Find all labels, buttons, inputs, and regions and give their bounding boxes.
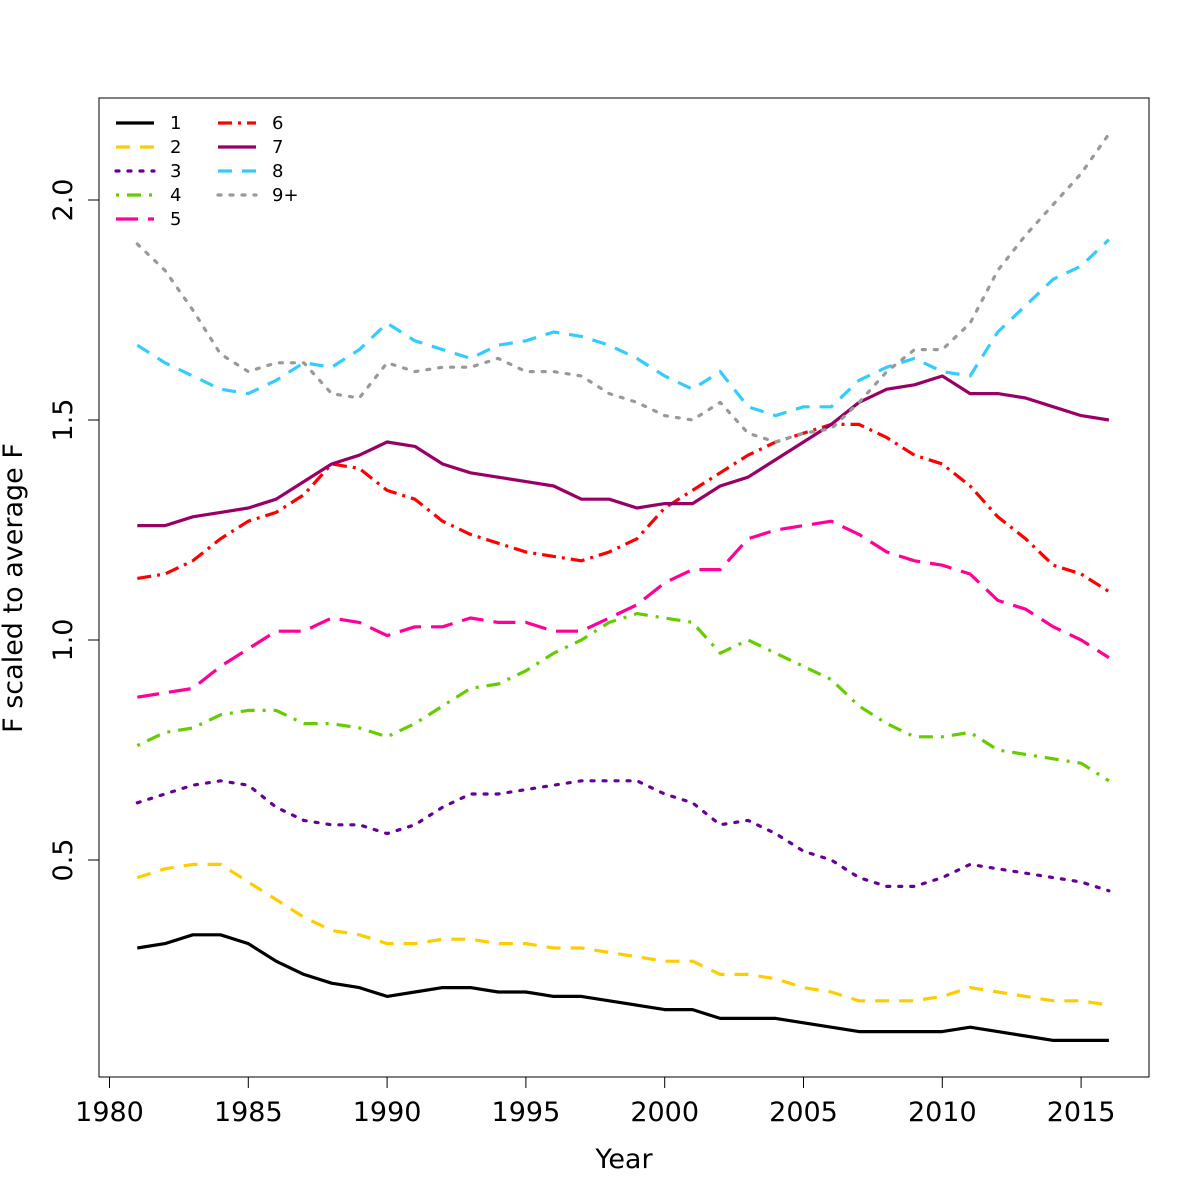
legend-item-5: 5 <box>116 209 181 230</box>
legend-label: 8 <box>272 161 283 182</box>
legend-item-4: 4 <box>116 185 181 206</box>
x-tick-label: 1980 <box>75 1097 144 1128</box>
y-tick-label: 1.0 <box>48 619 79 662</box>
legend-label: 7 <box>272 137 283 158</box>
legend-label: 2 <box>170 137 181 158</box>
series-line-9plus <box>135 132 1111 444</box>
y-axis-title: F scaled to average F <box>0 443 29 733</box>
legend-label: 1 <box>170 113 181 134</box>
x-tick-label: 2000 <box>630 1097 699 1128</box>
y-tick-label: 2.0 <box>48 179 79 222</box>
y-tick-label: 1.5 <box>48 399 79 442</box>
legend-item-1: 1 <box>116 113 181 134</box>
legend-label: 5 <box>170 209 181 230</box>
legend-item-2: 2 <box>116 137 181 158</box>
y-tick-label: 0.5 <box>48 839 79 882</box>
x-tick-label: 2010 <box>908 1097 977 1128</box>
x-axis: 1980 1985 1990 1995 2000 2005 2010 2015 <box>75 1076 1116 1128</box>
legend-item-6: 6 <box>218 113 283 134</box>
series-line-3 <box>135 779 1111 893</box>
legend-item-7: 7 <box>218 137 283 158</box>
x-tick-label: 1995 <box>492 1097 561 1128</box>
y-axis: 0.5 1.0 1.5 2.0 <box>48 179 100 882</box>
series-line-7 <box>137 374 1110 528</box>
legend: 1 2 3 4 5 6 7 8 9+ <box>114 113 299 230</box>
legend-item-9plus: 9+ <box>216 185 299 206</box>
series-line-5 <box>137 519 1110 699</box>
legend-item-8: 8 <box>218 161 283 182</box>
x-tick-label: 2015 <box>1047 1097 1116 1128</box>
series-line-1 <box>137 933 1109 1043</box>
legend-label: 4 <box>170 185 181 206</box>
x-tick-label: 2005 <box>769 1097 838 1128</box>
series-line-8 <box>136 238 1111 418</box>
series-line-6 <box>137 422 1110 593</box>
legend-item-3: 3 <box>114 161 181 182</box>
legend-label: 6 <box>272 113 283 134</box>
series-line-4 <box>136 611 1110 783</box>
x-tick-label: 1985 <box>214 1097 283 1128</box>
plot-area-frame <box>98 97 1150 1078</box>
x-axis-title: Year <box>594 1144 653 1175</box>
series-line-2 <box>136 862 1110 1007</box>
series-layer <box>135 132 1111 1043</box>
x-tick-label: 1990 <box>353 1097 422 1128</box>
legend-label: 9+ <box>272 185 299 206</box>
legend-label: 3 <box>170 161 181 182</box>
